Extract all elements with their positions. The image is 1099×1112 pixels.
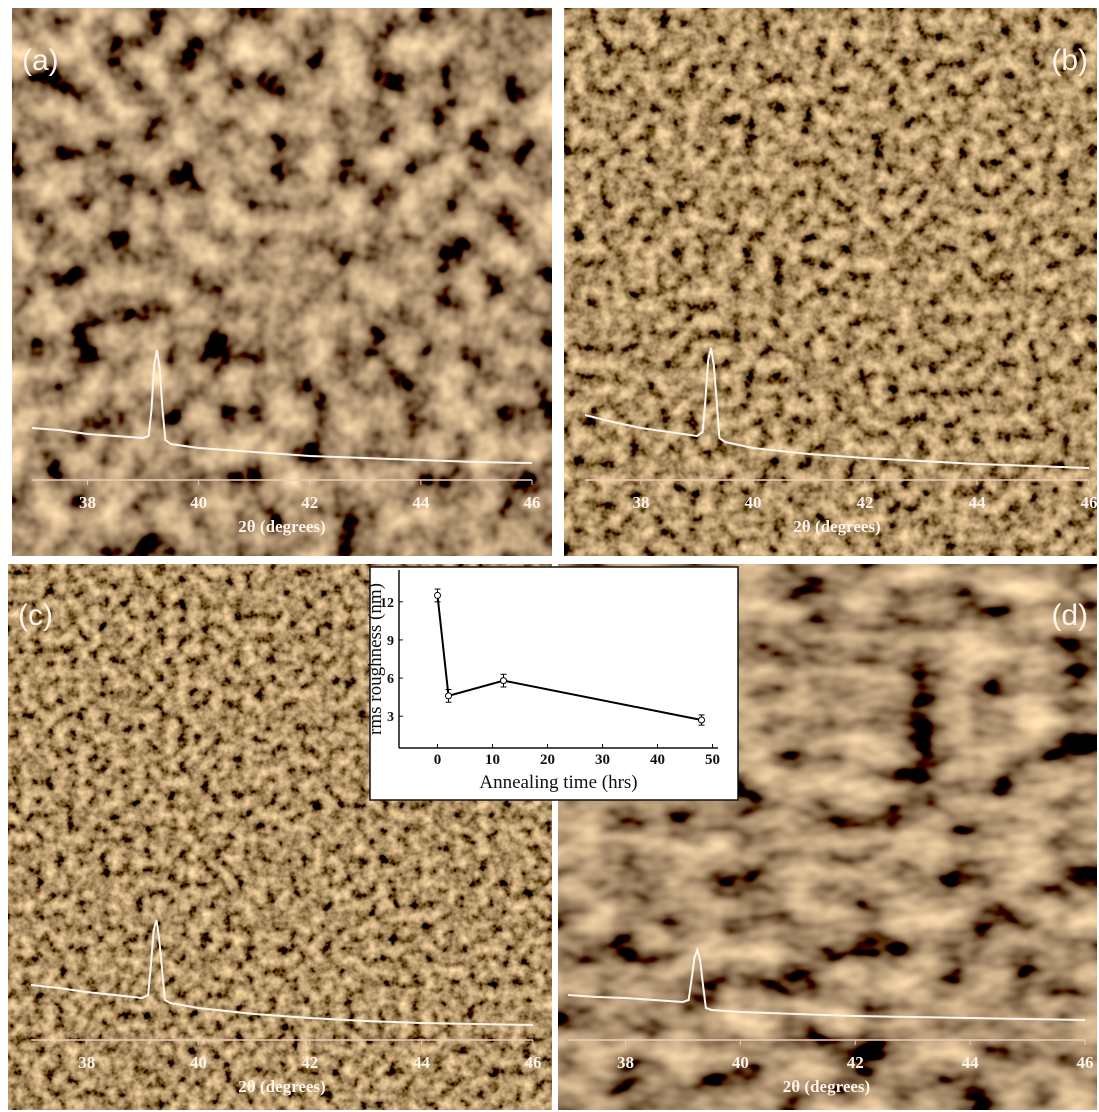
x-axis-label: 2θ (degrees) xyxy=(793,517,880,536)
panel-label: (d) xyxy=(1051,599,1088,632)
y-tick-label: 9 xyxy=(387,634,394,649)
panel-label: (c) xyxy=(18,599,53,632)
x-tick-label: 42 xyxy=(301,493,318,512)
x-tick-label: 50 xyxy=(705,752,720,768)
x-tick-label: 42 xyxy=(301,1053,318,1072)
afm-image xyxy=(11,7,553,557)
data-point xyxy=(434,591,441,599)
data-line xyxy=(31,349,533,464)
x-tick-label: 46 xyxy=(524,493,541,512)
x-tick-label: 44 xyxy=(413,1053,431,1072)
x-tick-label: 46 xyxy=(525,1053,542,1072)
y-tick-label: 12 xyxy=(380,596,394,611)
y-tick-label: 6 xyxy=(387,672,394,687)
x-tick-label: 40 xyxy=(732,1053,749,1072)
x-tick-label: 46 xyxy=(1081,493,1098,512)
x-axis-label: 2θ (degrees) xyxy=(783,1077,870,1096)
x-axis-label: 2θ (degrees) xyxy=(238,1077,325,1096)
y-axis-label: rms roughness (nm) xyxy=(365,583,386,735)
data-line xyxy=(436,595,702,722)
x-tick-label: 40 xyxy=(745,493,762,512)
data-point xyxy=(500,677,507,685)
x-tick-label: 42 xyxy=(857,493,874,512)
x-tick-label: 38 xyxy=(78,1053,95,1072)
afm-image xyxy=(563,7,1098,557)
x-tick-label: 44 xyxy=(969,493,987,512)
x-tick-label: 42 xyxy=(847,1053,864,1072)
x-axis-label: Annealing time (hrs) xyxy=(479,772,637,793)
x-tick-label: 44 xyxy=(412,493,430,512)
panel-label: (a) xyxy=(22,44,59,77)
x-tick-label: 40 xyxy=(650,752,665,768)
inset-frame xyxy=(369,566,739,801)
x-tick-label: 20 xyxy=(540,752,555,768)
y-tick-label: 3 xyxy=(387,710,394,725)
x-tick-label: 46 xyxy=(1077,1053,1094,1072)
x-tick-label: 10 xyxy=(485,752,500,768)
x-tick-label: 38 xyxy=(617,1053,634,1072)
x-tick-label: 38 xyxy=(633,493,650,512)
x-tick-label: 0 xyxy=(434,752,442,768)
data-line xyxy=(30,919,534,1026)
data-line xyxy=(584,347,1090,469)
x-tick-label: 38 xyxy=(79,493,96,512)
data-point xyxy=(698,716,705,724)
x-axis-label: 2θ (degrees) xyxy=(238,517,325,536)
x-tick-label: 30 xyxy=(595,752,610,768)
x-tick-label: 40 xyxy=(190,1053,207,1072)
data-line xyxy=(567,946,1086,1021)
data-point xyxy=(445,692,452,700)
panel-label: (b) xyxy=(1051,44,1088,77)
x-tick-label: 44 xyxy=(962,1053,980,1072)
x-tick-label: 40 xyxy=(190,493,207,512)
